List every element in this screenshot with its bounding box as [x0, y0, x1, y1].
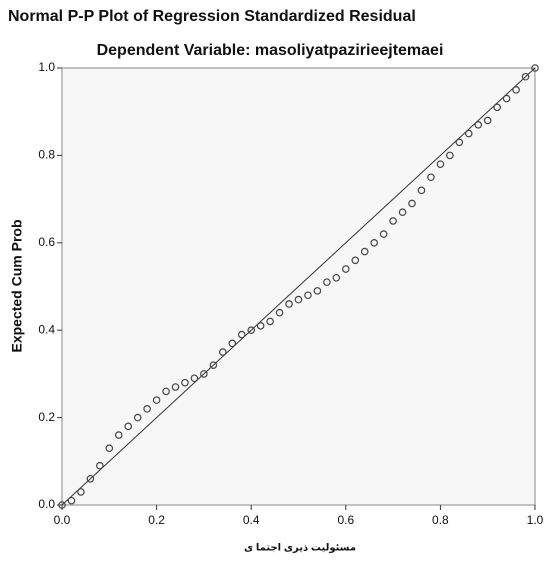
- point: [294, 295, 303, 304]
- point: [228, 339, 237, 348]
- point: [181, 378, 189, 387]
- point: [152, 396, 161, 404]
- point: [114, 431, 123, 439]
- point: [398, 208, 407, 217]
- x-tick-label: 0.6: [337, 513, 354, 527]
- point: [105, 444, 114, 452]
- point: [162, 387, 170, 396]
- point: [502, 94, 511, 103]
- point: [313, 287, 322, 295]
- point: [427, 173, 435, 182]
- point: [143, 405, 151, 413]
- point: [247, 326, 256, 335]
- point: [219, 348, 227, 356]
- x-axis-label: مسئولیت ذیری اجتما ی: [244, 543, 356, 554]
- y-tick-label: 0.4: [38, 322, 55, 336]
- x-tick-label: 1.0: [527, 513, 544, 527]
- y-tick-label: 0.0: [38, 497, 55, 511]
- point: [493, 103, 501, 112]
- point: [323, 278, 331, 286]
- point: [124, 422, 133, 431]
- point: [96, 461, 104, 470]
- x-tick-label: 0.2: [148, 513, 165, 527]
- point: [171, 383, 180, 391]
- point: [200, 370, 208, 378]
- point: [209, 361, 218, 369]
- chart-subtitle: Dependent Variable: masoliyatpazirieejte…: [97, 42, 444, 59]
- point: [417, 186, 426, 195]
- point: [531, 64, 539, 72]
- point: [275, 308, 284, 317]
- y-tick-label: 0.8: [38, 148, 55, 162]
- point: [341, 265, 350, 273]
- point: [370, 239, 378, 247]
- point: [256, 322, 265, 330]
- y-tick-label: 0.2: [38, 410, 55, 424]
- point: [483, 116, 492, 125]
- point: [389, 217, 397, 225]
- point: [521, 72, 530, 81]
- point: [58, 501, 66, 509]
- point: [285, 300, 293, 308]
- point: [67, 496, 76, 505]
- point: [77, 488, 85, 496]
- point: [512, 86, 520, 94]
- point: [266, 317, 274, 326]
- point: [455, 138, 464, 147]
- x-tick-label: 0.4: [243, 513, 260, 527]
- point: [464, 129, 473, 138]
- point: [332, 273, 341, 282]
- point: [304, 291, 312, 300]
- point: [86, 474, 95, 483]
- point: [190, 374, 199, 383]
- y-tick-label: 0.6: [38, 235, 55, 249]
- point: [237, 330, 246, 339]
- x-tick-label: 0.0: [54, 513, 71, 527]
- x-tick-label: 0.8: [432, 513, 449, 527]
- point: [436, 160, 445, 168]
- point: [360, 247, 369, 256]
- point: [133, 413, 142, 422]
- point: [446, 151, 454, 160]
- y-axis-label: Expected Cum Prob: [9, 219, 25, 352]
- point: [474, 121, 483, 129]
- point: [379, 230, 388, 238]
- point: [351, 256, 360, 265]
- chart-title: Normal P-P Plot of Regression Standardiz…: [8, 8, 416, 25]
- point: [408, 199, 416, 208]
- y-tick-label: 1.0: [38, 60, 55, 74]
